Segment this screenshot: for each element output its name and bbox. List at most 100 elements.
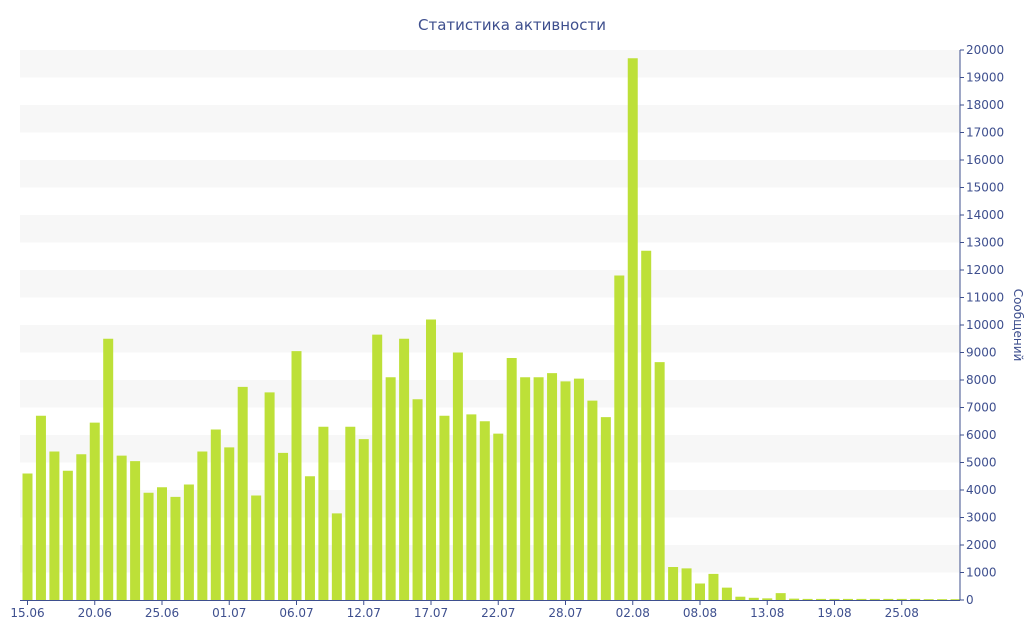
bar	[399, 338, 410, 600]
grid-band	[20, 380, 960, 408]
bar	[600, 417, 611, 601]
x-tick-label: 02.08	[616, 606, 650, 620]
bar	[762, 598, 773, 600]
grid-bands	[20, 50, 960, 573]
bar	[547, 373, 558, 601]
bar	[681, 568, 692, 601]
x-tick-label: 25.06	[145, 606, 179, 620]
y-tick-label: 7000	[966, 401, 997, 415]
grid-band	[20, 435, 960, 463]
bar	[923, 599, 934, 600]
bar	[950, 599, 961, 600]
bar	[89, 422, 100, 601]
bar	[412, 399, 423, 600]
bar	[695, 583, 705, 600]
bar	[506, 358, 517, 600]
bar	[304, 476, 315, 600]
bar	[641, 250, 652, 600]
bar	[560, 381, 571, 601]
grid-band	[20, 270, 960, 298]
y-tick-label: 2000	[966, 538, 997, 552]
y-tick-label: 10000	[966, 318, 1004, 332]
bar	[49, 451, 60, 600]
bar	[358, 439, 369, 601]
bar	[331, 513, 342, 601]
y-tick-label: 1000	[966, 566, 997, 580]
y-tick-label: 20000	[966, 43, 1004, 57]
x-tick-label: 20.06	[78, 606, 112, 620]
y-tick-label: 5000	[966, 456, 997, 470]
x-tick-label: 22.07	[481, 606, 515, 620]
bar	[627, 58, 638, 600]
y-tick-label: 8000	[966, 373, 997, 387]
y-tick-label: 15000	[966, 181, 1004, 195]
grid-band	[20, 50, 960, 78]
grid-band	[20, 325, 960, 353]
y-tick-label: 17000	[966, 126, 1004, 140]
x-tick-label: 01.07	[212, 606, 246, 620]
y-axis-label: Сообщений	[1011, 289, 1024, 362]
bar	[829, 598, 840, 600]
bar	[735, 596, 746, 600]
bar	[251, 495, 262, 600]
bar	[654, 362, 665, 601]
x-tick-label: 19.08	[817, 606, 851, 620]
chart-title: Статистика активности	[418, 16, 606, 34]
bar	[668, 567, 679, 600]
bar	[842, 598, 853, 600]
y-tick-label: 13000	[966, 236, 1004, 250]
bar	[291, 351, 302, 601]
x-tick-label: 17.07	[414, 606, 448, 620]
bar	[869, 598, 880, 600]
bar	[520, 377, 531, 600]
bar	[479, 421, 490, 600]
bar	[103, 338, 114, 600]
bar	[237, 386, 248, 601]
y-tick-label: 12000	[966, 263, 1004, 277]
bar	[157, 487, 167, 600]
y-tick-label: 14000	[966, 208, 1004, 222]
bar	[896, 598, 907, 600]
bar	[748, 597, 759, 600]
x-tick-label: 25.08	[885, 606, 919, 620]
bar	[170, 496, 181, 601]
bar	[816, 598, 827, 600]
bar	[856, 598, 867, 600]
x-tick-label: 12.07	[347, 606, 381, 620]
x-axis: 15.06 20.06 25.06 01.07 06.07 12.07 17.07 22.07…	[10, 600, 960, 620]
y-tick-label: 16000	[966, 153, 1004, 167]
bar	[385, 377, 396, 600]
bar	[883, 598, 894, 600]
bar	[721, 587, 732, 601]
y-tick-label: 18000	[966, 98, 1004, 112]
grid-band	[20, 215, 960, 243]
bar	[573, 378, 584, 601]
bar	[116, 455, 127, 601]
bar	[614, 275, 625, 600]
y-tick-label: 3000	[966, 511, 997, 525]
bar	[910, 598, 921, 600]
bar	[533, 377, 544, 600]
bar	[789, 598, 800, 601]
y-tick-label: 9000	[966, 346, 997, 360]
bar-series	[22, 58, 961, 601]
bar	[35, 415, 46, 600]
bar	[439, 415, 450, 600]
bar	[345, 426, 356, 600]
bar	[452, 352, 463, 600]
y-tick-label: 0	[966, 593, 974, 607]
bar	[493, 433, 504, 601]
y-tick-label: 4000	[966, 483, 997, 497]
bar	[708, 573, 719, 601]
bar	[372, 334, 383, 601]
y-axis: 0 1000 2000 3000 4000 5000 6000 7000 8000 9000 100…	[959, 43, 1004, 607]
bar	[143, 492, 154, 600]
bar	[62, 470, 73, 600]
bar	[264, 392, 275, 601]
grid-band	[20, 105, 960, 133]
bar	[466, 414, 477, 601]
bar	[426, 319, 436, 600]
x-tick-label: 28.07	[548, 606, 582, 620]
x-tick-label: 15.06	[10, 606, 44, 620]
